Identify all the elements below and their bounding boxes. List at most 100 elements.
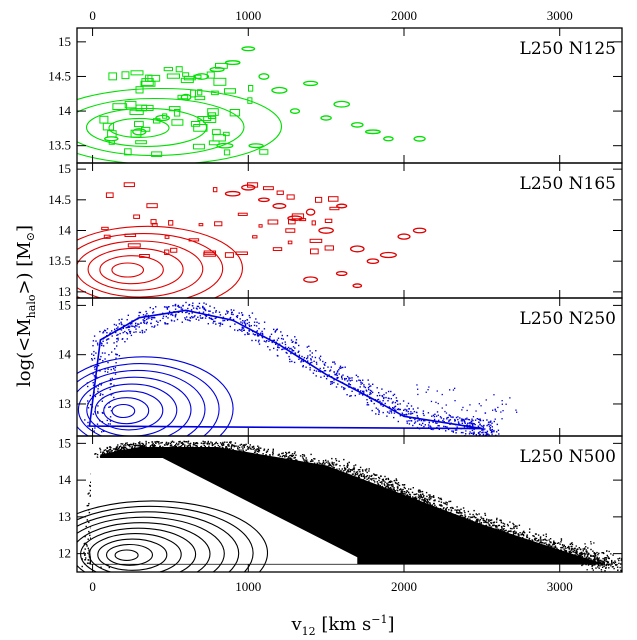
scatter-point <box>614 560 616 562</box>
contour-fragment <box>259 149 269 155</box>
scatter-point <box>506 523 509 526</box>
contour-level <box>77 522 211 572</box>
contour-level <box>103 397 150 425</box>
scatter-point <box>404 408 406 411</box>
scatter-point <box>93 430 95 432</box>
scatter-point <box>597 566 599 568</box>
scatter-point <box>397 420 399 423</box>
scatter-point <box>592 555 594 557</box>
scatter-point <box>210 441 212 443</box>
scatter-point <box>97 411 99 413</box>
scatter-point <box>598 559 600 561</box>
scatter-point <box>120 448 123 450</box>
scatter-point <box>143 321 145 323</box>
scatter-point <box>378 392 380 394</box>
contour-fragment <box>170 247 178 253</box>
scatter-point <box>359 471 361 473</box>
scatter-point <box>308 345 310 347</box>
scatter-point <box>594 558 596 561</box>
scatter-point <box>342 470 345 472</box>
scatter-point <box>532 535 534 537</box>
scatter-point <box>251 312 254 314</box>
scatter-point <box>339 365 342 367</box>
scatter-point <box>321 463 324 465</box>
scatter-point <box>479 433 481 436</box>
scatter-point <box>375 478 377 480</box>
contour-fragment <box>248 143 264 149</box>
scatter-point <box>97 390 99 393</box>
scatter-point <box>304 460 306 463</box>
scatter-point <box>344 387 346 390</box>
scatter-point <box>291 455 293 457</box>
scatter-point <box>346 466 349 468</box>
scatter-point <box>362 475 364 478</box>
scatter-point <box>151 443 153 446</box>
scatter-point <box>118 323 121 325</box>
scatter-point <box>139 443 141 445</box>
scatter-point <box>107 338 110 340</box>
scatter-point <box>582 548 584 550</box>
scatter-point <box>401 412 403 414</box>
scatter-point <box>371 409 373 412</box>
scatter-point <box>493 420 495 423</box>
scatter-point <box>496 526 498 528</box>
scatter-point <box>265 454 267 456</box>
scatter-point <box>145 440 147 443</box>
scatter-point <box>590 554 592 557</box>
scatter-point <box>295 341 297 344</box>
scatter-point <box>104 330 107 332</box>
scatter-point <box>429 496 431 498</box>
scatter-point <box>420 419 422 422</box>
scatter-point <box>316 363 318 365</box>
scatter-point <box>569 550 572 552</box>
scatter-point <box>263 340 266 342</box>
scatter-point <box>440 505 442 507</box>
scatter-point <box>432 428 434 431</box>
scatter-point <box>199 307 201 309</box>
scatter-point <box>390 480 392 482</box>
scatter-point <box>391 402 394 404</box>
scatter-point <box>583 548 585 550</box>
scatter-point <box>342 366 344 369</box>
scatter-point <box>293 457 295 459</box>
scatter-point <box>143 445 146 447</box>
scatter-point <box>88 502 90 505</box>
scatter-point <box>204 314 206 316</box>
scatter-point <box>367 387 370 389</box>
scatter-point <box>86 519 88 521</box>
scatter-point <box>229 441 231 443</box>
scatter-point <box>214 443 216 445</box>
scatter-point <box>553 541 556 544</box>
scatter-point <box>376 481 378 483</box>
scatter-point <box>109 378 112 380</box>
scatter-point <box>258 449 261 452</box>
scatter-point <box>600 569 603 571</box>
contour-fragment <box>190 121 201 127</box>
scatter-point <box>443 425 445 428</box>
scatter-point <box>455 438 456 439</box>
scatter-point <box>291 453 294 455</box>
scatter-point <box>421 490 424 493</box>
scatter-point <box>198 302 201 305</box>
scatter-point <box>143 320 145 322</box>
scatter-point <box>382 405 384 407</box>
scatter-point <box>344 366 346 368</box>
scatter-point <box>560 538 563 540</box>
contour-fragment <box>248 85 254 92</box>
scatter-point <box>166 323 168 325</box>
scatter-point <box>494 409 496 411</box>
scatter-point <box>482 429 485 431</box>
scatter-point <box>95 352 97 354</box>
scatter-point <box>457 418 459 421</box>
scatter-point <box>269 335 271 338</box>
scatter-point <box>394 405 397 407</box>
contour-fragment <box>123 182 135 188</box>
scatter-point <box>281 348 283 351</box>
scatter-point <box>418 494 420 496</box>
contour-level <box>99 255 164 285</box>
contour-fragment <box>324 218 333 223</box>
scatter-point <box>448 500 450 503</box>
scatter-point <box>181 441 184 444</box>
scatter-point <box>254 449 256 451</box>
scatter-point <box>174 314 177 317</box>
